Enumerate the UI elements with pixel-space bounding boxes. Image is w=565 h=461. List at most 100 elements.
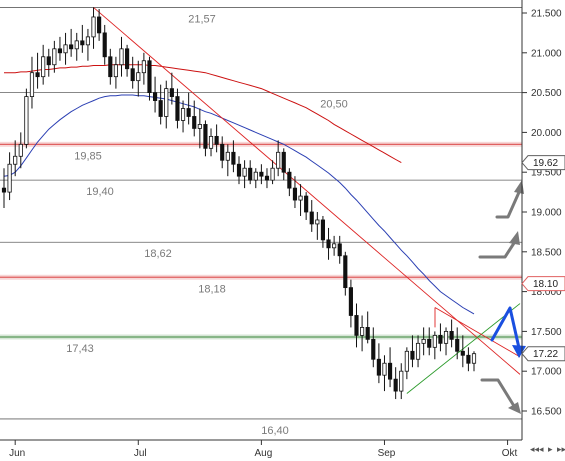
candle: [141, 52, 146, 85]
candle: [7, 152, 12, 201]
arrow-shaft: [495, 188, 522, 219]
candle: [320, 215, 326, 248]
candle: [438, 323, 443, 352]
trend-drawings: [93, 7, 521, 394]
candle: [35, 52, 40, 89]
y-tick-label: 17.500: [531, 327, 562, 338]
level-label: 21,57: [188, 13, 216, 25]
scroll-button[interactable]: ▸▸: [557, 445, 565, 455]
scroll-button[interactable]: ◂◂: [530, 445, 540, 455]
candle: [404, 347, 409, 380]
downside-arrow: [480, 378, 521, 414]
candle-body: [52, 48, 57, 66]
downtrend-line: [93, 7, 521, 375]
candle-body: [455, 338, 460, 352]
candle: [164, 80, 169, 129]
candle-body: [80, 40, 85, 46]
scroll-button-label[interactable]: ◂: [539, 445, 544, 455]
candle: [125, 44, 130, 77]
uptrend-support-line: [406, 303, 521, 394]
x-tick-label: Jul: [134, 448, 147, 459]
candle-body: [46, 56, 51, 66]
candle-body: [85, 36, 91, 46]
candle-body: [382, 362, 387, 376]
candle-body: [147, 60, 152, 93]
arrow-shaft: [490, 306, 521, 350]
price-tag-value: 18.10: [533, 279, 558, 290]
price-tag: 18.10: [521, 276, 565, 292]
candle: [304, 192, 309, 220]
price-tag-value: 19.62: [533, 158, 558, 169]
candle: [24, 88, 29, 149]
candle: [343, 251, 348, 296]
scroll-navigation[interactable]: ◂◂ ◂ ▸ ▸▸: [530, 445, 565, 455]
candle: [85, 28, 91, 61]
long-moving-average-line: [4, 64, 402, 164]
candle: [175, 88, 180, 129]
candle: [399, 363, 404, 400]
candle: [91, 7, 96, 49]
candle-body: [130, 68, 135, 82]
candle-body: [236, 163, 242, 177]
arrow-head: [509, 231, 520, 245]
candle: [119, 36, 124, 77]
candle: [113, 56, 118, 89]
candle: [471, 351, 477, 372]
candle-body: [376, 358, 381, 376]
candle: [298, 184, 303, 216]
candle-body: [259, 171, 264, 177]
price-tag: 19.62: [521, 155, 565, 171]
candle-body: [287, 171, 292, 189]
candle: [147, 56, 152, 101]
candle: [326, 227, 331, 260]
level-label: 18,62: [144, 248, 172, 260]
candle-body: [136, 72, 141, 82]
upside-arrow-mid: [478, 231, 520, 259]
plot-background: [0, 0, 522, 440]
candle-body: [18, 143, 23, 157]
candle: [259, 164, 264, 185]
candle: [208, 128, 214, 157]
candle-body: [438, 334, 443, 344]
candle-body: [242, 167, 247, 177]
candle-body: [175, 96, 180, 121]
scroll-button-label[interactable]: ◂◂: [530, 445, 540, 455]
arrow-head: [508, 402, 521, 414]
candle-body: [97, 16, 102, 34]
candle: [46, 48, 51, 77]
candle-body: [152, 92, 158, 101]
scroll-button[interactable]: ◂: [539, 445, 544, 455]
candle-body: [29, 72, 35, 97]
y-tick-label: 19.500: [531, 168, 562, 179]
candle: [225, 144, 230, 177]
candle-body: [326, 239, 331, 249]
candle: [80, 24, 85, 53]
candle: [365, 311, 370, 344]
candle-body: [460, 350, 465, 356]
candle: [264, 168, 270, 189]
candle-body: [125, 48, 130, 70]
candle: [102, 24, 107, 65]
candle-body: [141, 60, 146, 74]
level-label: 18,18: [198, 283, 226, 295]
candle: [108, 48, 113, 85]
candle: [197, 108, 202, 149]
price-tag: 17.22: [521, 346, 565, 362]
candle-body: [365, 327, 370, 340]
level-label: 19,40: [86, 186, 114, 198]
scroll-button[interactable]: ▸: [548, 445, 553, 455]
candle-body: [298, 195, 303, 201]
candle-body: [231, 151, 236, 165]
candle-body: [404, 350, 409, 372]
candle: [466, 347, 471, 372]
candle-body: [320, 219, 326, 241]
arrow-shaft: [478, 238, 518, 259]
price-tags: 19.62 18.10 17.22: [521, 155, 565, 362]
scroll-button-label[interactable]: ▸: [548, 445, 553, 455]
scroll-button-label[interactable]: ▸▸: [557, 445, 565, 455]
y-tick-label: 20.000: [531, 128, 562, 139]
level-label: 17,43: [66, 343, 94, 355]
y-tick-label: 17.000: [531, 367, 562, 378]
level-label: 20,50: [320, 99, 348, 111]
candle: [13, 140, 18, 177]
